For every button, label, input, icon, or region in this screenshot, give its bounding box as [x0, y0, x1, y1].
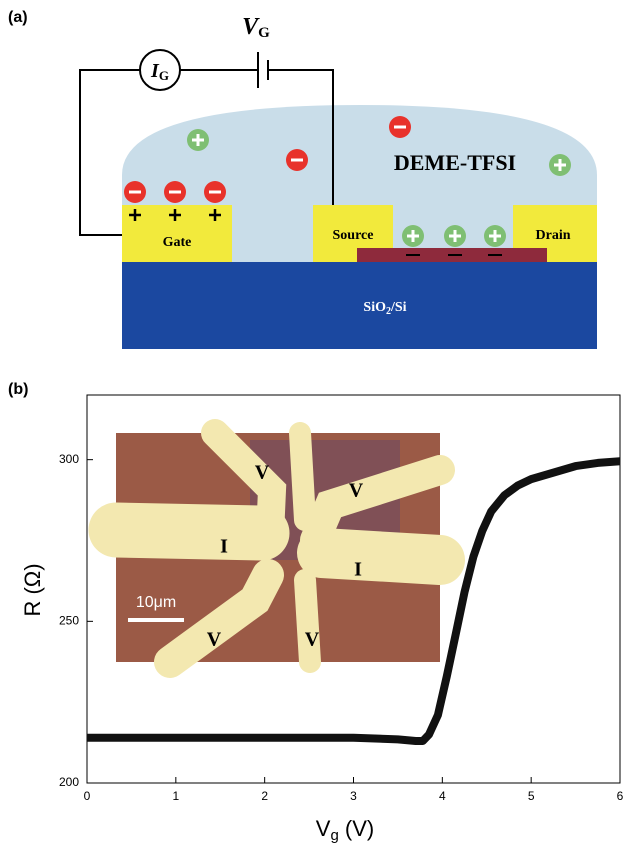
- x-tick-label: 4: [439, 789, 446, 803]
- voltage-label: VG: [242, 14, 270, 42]
- figure: (a) IG VG DEME-TFSI Gate Source Drain Si…: [0, 0, 625, 855]
- panel-label: (b): [8, 381, 28, 398]
- probe-label: V: [255, 462, 270, 484]
- text: (V): [339, 816, 374, 841]
- probe-label: V: [349, 480, 364, 502]
- drain-label: Drain: [536, 228, 571, 243]
- probe-label: I: [354, 559, 362, 581]
- inset-photo: 10μm V V I I V V: [116, 433, 440, 662]
- device-diagram: IG VG DEME-TFSI Gate Source Drain SiO2/S…: [80, 14, 597, 350]
- subscript: g: [330, 827, 338, 844]
- probe-label: I: [220, 536, 228, 558]
- y-tick-label: 300: [59, 452, 79, 466]
- x-axis-label: Vg (V): [316, 816, 374, 844]
- source-label: Source: [333, 228, 374, 243]
- x-tick-label: 3: [350, 789, 357, 803]
- subscript: G: [159, 68, 169, 83]
- x-tick-label: 1: [172, 789, 179, 803]
- probe-label: V: [207, 629, 222, 651]
- text: SiO: [363, 300, 386, 315]
- x-tick-label: 6: [617, 789, 624, 803]
- y-axis-label: R (Ω): [20, 563, 45, 616]
- x-tick-label: 5: [528, 789, 535, 803]
- probe-label: V: [305, 629, 320, 651]
- y-tick-label: 200: [59, 775, 79, 789]
- substrate: [122, 262, 597, 349]
- text: V: [316, 816, 331, 841]
- substrate-label: SiO2/Si: [363, 300, 406, 317]
- panel-label: (a): [8, 9, 28, 26]
- y-tick-label: 250: [59, 614, 79, 628]
- text: /Si: [390, 300, 407, 315]
- x-tick-label: 0: [84, 789, 91, 803]
- electrolyte-label: DEME-TFSI: [394, 150, 516, 175]
- subscript: G: [258, 25, 270, 41]
- x-tick-label: 2: [261, 789, 268, 803]
- scale-bar-label: 10μm: [136, 594, 176, 611]
- gate-label: Gate: [163, 235, 192, 250]
